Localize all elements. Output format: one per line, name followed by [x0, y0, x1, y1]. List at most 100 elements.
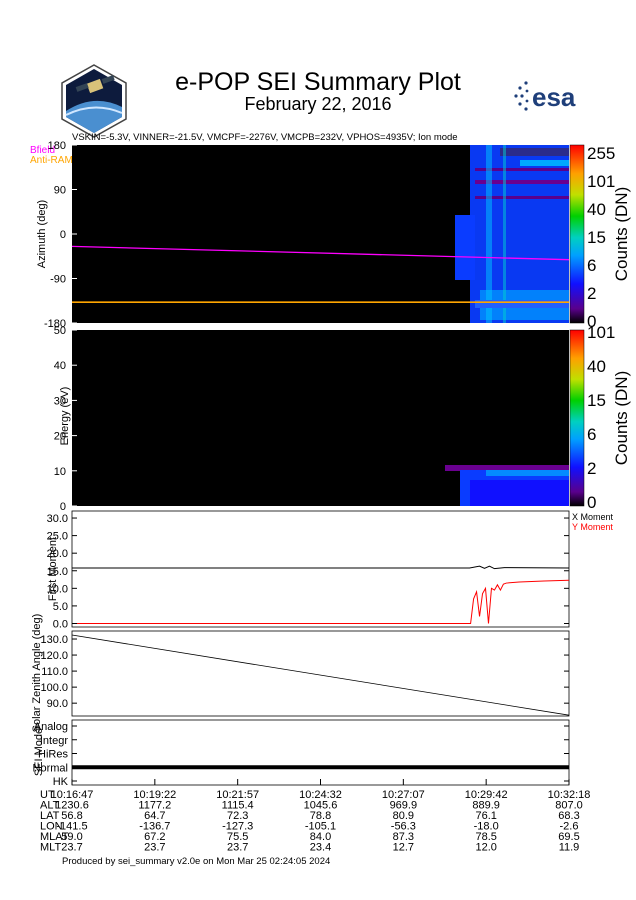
first-moment-ytick-label: 25.0: [47, 531, 68, 543]
first-moment-ytick-label: 20.0: [47, 548, 68, 560]
orbit-cell: 68.3: [558, 810, 579, 822]
azimuth-colorbar-tick: 6: [587, 256, 596, 275]
orbit-cell: 10:21:57: [216, 789, 259, 801]
legend-x-moment: X Moment: [572, 512, 614, 522]
orbit-cell: 64.7: [144, 810, 165, 822]
energy-ytick-label: 50: [54, 325, 66, 337]
orbit-cell: 10:29:42: [465, 789, 508, 801]
first-moment-yticks: 30.0 25.0 20.0 15.0 10.0 5.0 0.0: [47, 513, 569, 630]
energy-yticks: 50 40 30 20 10 0: [54, 325, 77, 513]
azimuth-ylabel: Azimuth (deg): [36, 200, 48, 268]
orbit-cell: 10:32:18: [548, 789, 591, 801]
orbit-cell: 78.8: [310, 810, 331, 822]
orbit-cell: 56.8: [61, 810, 82, 822]
orbit-cell: 72.3: [227, 810, 248, 822]
orbit-cell: 10:27:07: [382, 789, 425, 801]
energy-colorbar-tick: 0: [587, 493, 596, 512]
energy-colorbar-tick: 15: [587, 391, 606, 410]
sei-mode-frame: [71, 719, 570, 786]
orbit-cell: -141.5: [56, 821, 87, 833]
energy-heatmap-counts: [445, 465, 569, 506]
orbit-row-label: LAT: [40, 810, 60, 822]
energy-ytick-label: 30: [54, 395, 66, 407]
first-moment-ytick-label: 5.0: [53, 601, 68, 613]
azimuth-colorbar-tick: 0: [587, 312, 596, 331]
solar-zenith-ytick-label: 120.0: [40, 650, 68, 662]
energy-colorbar-tick: 6: [587, 425, 596, 444]
orbit-row-label: LON: [40, 821, 63, 833]
orbit-cell: -2.6: [560, 821, 579, 833]
first-moment-ytick-label: 15.0: [47, 566, 68, 578]
solar-zenith-ylabel: Solar Zenith Angle (deg): [31, 614, 43, 733]
solar-zenith-yticks: 130.0 120.0 110.0 100.0 90.0: [40, 634, 569, 710]
sei-mode-category-label: Normal: [33, 762, 68, 774]
first-moment-panel: 30.025.020.015.010.05.00.0 First Moment …: [47, 510, 614, 630]
energy-ytick-label: 20: [54, 431, 66, 443]
y-moment-line: [72, 579, 570, 624]
azimuth-ytick-label: 0: [60, 229, 66, 241]
energy-colorbar-tick: 101: [587, 323, 615, 342]
sei-mode-category-label: Analog: [34, 721, 68, 733]
first-moment-ytick-label: 0.0: [53, 618, 68, 630]
azimuth-colorbar-tick: 40: [587, 200, 606, 219]
esa-logo-text: esa: [532, 82, 576, 112]
azimuth-colorbar-tick: 255: [587, 144, 615, 163]
orbit-cell: 78.5: [475, 831, 496, 843]
orbit-cell: 80.9: [393, 810, 414, 822]
orbit-cell: 1045.6: [304, 800, 338, 812]
orbit-cell: 69.5: [558, 831, 579, 843]
orbit-cell: 807.0: [555, 800, 583, 812]
orbit-row-label: MLAT: [40, 831, 69, 843]
azimuth-colorbar-ticks: 255 101 40 15 6 2 0: [587, 144, 615, 331]
orbit-cell: 23.7: [144, 842, 165, 854]
orbit-cell: 1115.4: [222, 800, 254, 812]
azimuth-ytick-label: -180: [44, 318, 66, 330]
orbit-cell: 23.4: [310, 842, 331, 854]
orbit-cell: 23.7: [227, 842, 248, 854]
orbit-cell: -136.7: [139, 821, 170, 833]
orbit-cell: 84.0: [310, 831, 331, 843]
energy-ylabel: Energy (eV): [59, 387, 71, 446]
azimuth-yticks: 180 90 0 -90 -180: [44, 140, 77, 330]
energy-colorbar: [569, 329, 585, 507]
orbit-cell: 10:16:47: [51, 789, 94, 801]
esa-logo: esa: [514, 81, 576, 112]
orbit-cell: -56.3: [391, 821, 416, 833]
sei-mode-ylabel: SEI Mode: [33, 728, 45, 776]
azimuth-colorbar-label: Counts (DN): [612, 187, 631, 281]
x-moment-line: [72, 565, 570, 570]
orbit-cell: 1177.2: [138, 800, 171, 812]
orbit-cell: 969.9: [390, 800, 418, 812]
orbit-cell: -105.1: [305, 821, 336, 833]
first-moment-frame: [71, 510, 570, 628]
orbit-cell: 11.9: [559, 842, 580, 854]
legend-bfield: Bfield: [30, 145, 56, 156]
energy-colorbar-tick: 2: [587, 459, 596, 478]
orbit-cell: 889.9: [472, 800, 500, 812]
azimuth-colorbar-tick: 101: [587, 172, 615, 191]
orbit-cell: 59.0: [61, 831, 82, 843]
orbit-cell: -18.0: [474, 821, 499, 833]
azimuth-colorbar-tick: 15: [587, 228, 606, 247]
page-subtitle: February 22, 2016: [244, 94, 392, 114]
page-title: e-POP SEI Summary Plot: [175, 68, 461, 96]
energy-ytick-label: 0: [60, 501, 66, 513]
solar-zenith-line: [71, 634, 570, 716]
orbit-cell: 10:24:32: [299, 789, 342, 801]
orbit-row-label: UT: [40, 789, 55, 801]
solar-zenith-ytick-label: 110.0: [41, 666, 68, 678]
orbit-cell: 12.0: [475, 842, 496, 854]
orbit-cell: 23.7: [61, 842, 82, 854]
azimuth-colorbar-tick: 2: [587, 284, 596, 303]
first-moment-ylabel: First Moment: [47, 537, 59, 601]
energy-colorbar-label: Counts (DN): [612, 371, 631, 465]
footer-credit: Produced by sei_summary v2.0e on Mon Mar…: [62, 856, 331, 867]
orbit-cell: 75.5: [227, 831, 248, 843]
orbit-cell: 12.7: [393, 842, 414, 854]
orbit-row-label: MLT: [40, 842, 61, 854]
azimuth-colorbar: [569, 144, 585, 324]
